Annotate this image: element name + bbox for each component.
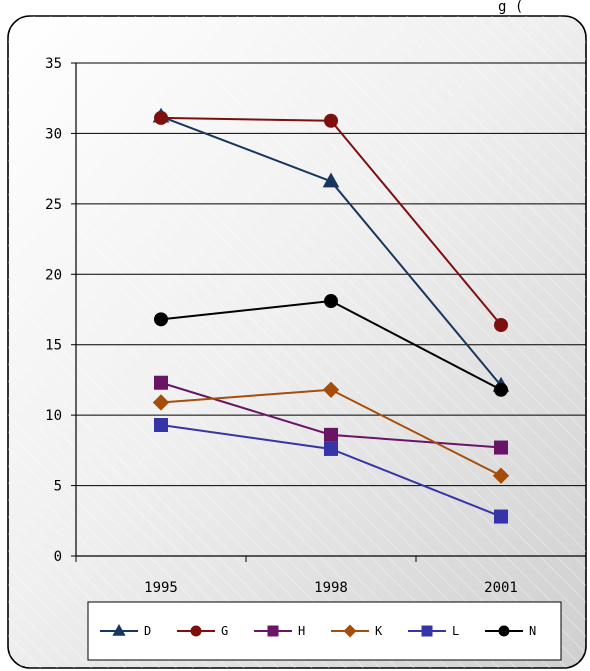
data-point-G (324, 113, 338, 128)
y-tick-label: 35 (45, 56, 62, 72)
y-tick-label: 15 (45, 338, 62, 354)
series-L (154, 418, 508, 524)
data-point-H (154, 375, 168, 390)
legend-label: G (221, 624, 228, 638)
clipped-title-fragment: g ( (498, 0, 523, 15)
legend-item-N: N (485, 624, 536, 638)
legend-item-G: G (177, 624, 228, 638)
legend-item-H: H (254, 624, 305, 638)
y-tick-label: 25 (45, 197, 62, 213)
gridlines (76, 62, 586, 487)
data-point-G (494, 317, 508, 332)
legend-item-L: L (408, 624, 459, 638)
legend-marker (498, 625, 510, 637)
legend-marker (190, 625, 202, 637)
data-point-L (324, 441, 338, 456)
legend-label: H (298, 624, 305, 638)
legend-marker (112, 623, 126, 636)
data-point-H (324, 427, 338, 442)
series-N (154, 294, 508, 397)
legend-box (87, 601, 562, 661)
x-tick-label: 1998 (314, 580, 348, 596)
series-G (154, 110, 508, 332)
y-tick-label: 10 (45, 408, 62, 424)
legend-item-D: D (100, 623, 151, 638)
data-point-K (322, 381, 340, 398)
legend-label: L (452, 624, 459, 638)
data-point-K (152, 394, 170, 411)
series-group (152, 107, 510, 524)
data-point-N (324, 294, 338, 309)
data-point-D (322, 172, 340, 188)
legend-label: K (375, 624, 383, 638)
series-K (152, 381, 510, 484)
axes (75, 63, 586, 557)
y-tick-label: 20 (45, 267, 62, 283)
legend-label: N (529, 624, 536, 638)
x-axis-ticks: 1995 1998 2001 (75, 556, 587, 596)
legend-marker (343, 624, 357, 638)
legend-marker (267, 625, 279, 637)
data-point-N (154, 312, 168, 327)
data-point-L (154, 418, 168, 433)
series-H (154, 375, 508, 455)
x-tick-label: 1995 (144, 580, 178, 596)
data-point-K (492, 467, 510, 484)
data-point-H (494, 440, 508, 455)
y-axis-ticks: 0 5 10 15 20 25 30 35 (45, 56, 76, 565)
data-point-N (494, 382, 508, 397)
data-point-G (154, 110, 168, 125)
data-point-L (494, 509, 508, 524)
legend-marker (421, 625, 433, 637)
y-tick-label: 0 (54, 549, 62, 565)
y-tick-label: 5 (54, 479, 62, 495)
x-tick-label: 2001 (484, 580, 518, 596)
y-tick-label: 30 (45, 126, 62, 142)
legend-label: D (144, 624, 151, 638)
legend-item-K: K (331, 624, 383, 638)
